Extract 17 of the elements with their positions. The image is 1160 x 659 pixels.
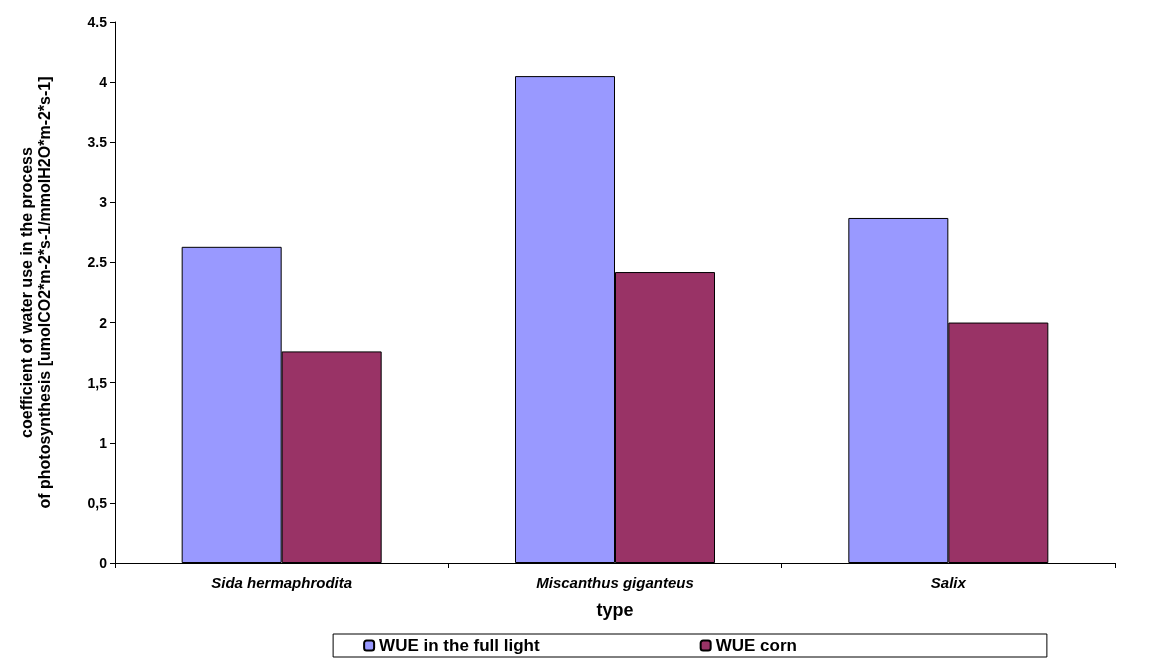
y-tick-label: 0 [99, 555, 108, 571]
x-tick-label: Sida hermaphrodita [211, 574, 353, 591]
y-axis-title: coefficient of water use in the process of photosynthesis [umolCO2*m-2*s-1/mmolH2O*m-2*s-1] [17, 76, 53, 509]
legend-label: WUE corn [715, 636, 797, 655]
x-axis-title: type [596, 600, 634, 620]
y-tick-label: 3.5 [87, 134, 108, 151]
legend-label: WUE in the full light [379, 636, 540, 655]
y-tick-label: 2.5 [87, 254, 108, 271]
y-tick-label: 0,5 [87, 494, 108, 511]
y-tick-label: 2 [99, 314, 108, 331]
y-tick-label: 4 [99, 74, 108, 91]
y-tick-label: 1 [99, 434, 108, 451]
y-tick-label: 4.5 [87, 14, 108, 30]
x-tick-label: Salix [930, 574, 967, 591]
y-tick-label: 1,5 [87, 374, 108, 391]
y-tick-label: 3 [99, 194, 108, 211]
x-tick-label: Miscanthus giganteus [536, 574, 694, 591]
